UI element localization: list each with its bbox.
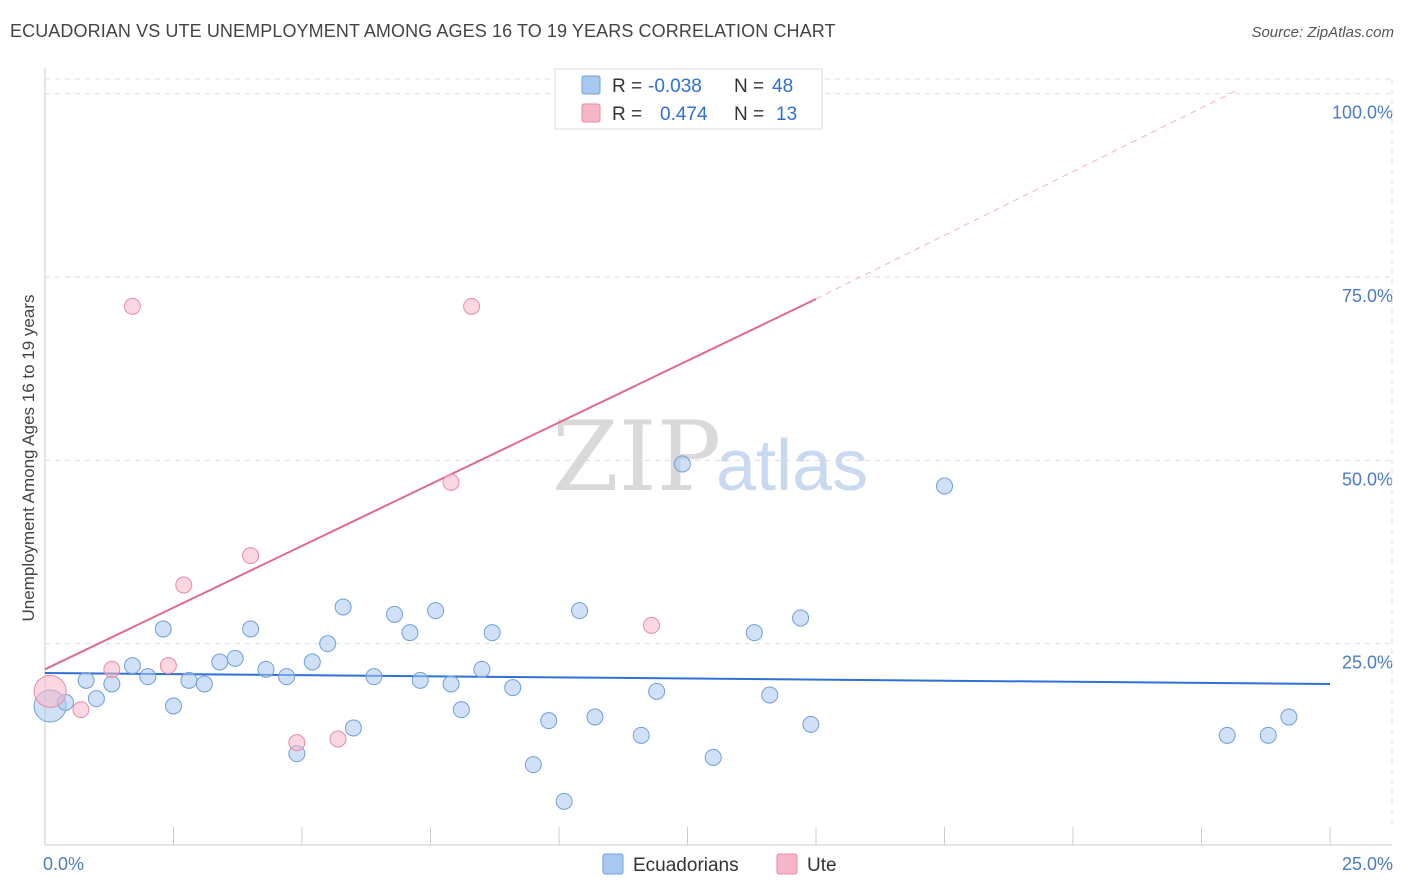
trendline-ecuadorians [44, 672, 1331, 685]
bottom-legend-ute: Ute [807, 855, 837, 876]
point-ecuadorians [123, 657, 141, 675]
point-ecuadorians [524, 756, 542, 774]
y-tick-label: 25.0% [1342, 653, 1393, 673]
series-legend: Ecuadorians Ute [602, 853, 837, 876]
point-ute [643, 616, 661, 634]
point-ecuadorians [87, 690, 105, 708]
point-ecuadorians [540, 712, 558, 730]
point-ecuadorians [473, 660, 491, 678]
point-ecuadorians [165, 697, 182, 715]
point-ecuadorians [1259, 726, 1277, 744]
x-tick-label-max: 25.0% [1342, 854, 1393, 874]
legend-r-value-2: 0.474 [660, 104, 708, 125]
point-ecuadorians [761, 686, 779, 704]
axis-layer: 0.0% 25.0% [43, 68, 1393, 874]
point-ecuadorians [180, 671, 198, 689]
point-ecuadorians [386, 605, 404, 623]
point-ecuadorians [411, 671, 429, 689]
bottom-legend-swatch-ecuadorians [602, 853, 624, 875]
trendline-ute [44, 298, 817, 671]
point-ecuadorians [77, 671, 95, 689]
point-ecuadorians [571, 602, 589, 620]
point-ecuadorians [936, 477, 953, 495]
legend-swatch-ecuadorians [581, 75, 601, 95]
x-tick-label-min: 0.0% [43, 854, 84, 874]
legend-r-label-2: R = [612, 104, 642, 125]
watermark-atlas: atlas [716, 426, 868, 506]
point-ute [72, 701, 90, 719]
point-ute [123, 297, 141, 315]
bottom-legend-swatch-ute [776, 853, 798, 875]
point-ecuadorians [632, 726, 650, 744]
point-ecuadorians [195, 675, 213, 693]
points-layer [33, 297, 1298, 810]
source-label: Source: ZipAtlas.com [1251, 24, 1394, 41]
point-ecuadorians [139, 668, 157, 686]
point-ute [463, 297, 481, 315]
point-ute [442, 473, 460, 491]
legend-r-label-1: R = [612, 76, 642, 97]
point-ecuadorians [257, 660, 275, 678]
watermark-zip: ZIP [552, 401, 721, 513]
point-ute [33, 674, 67, 708]
point-ecuadorians [648, 682, 666, 700]
point-ecuadorians [334, 598, 352, 616]
point-ecuadorians [1280, 708, 1298, 726]
point-ecuadorians [586, 708, 604, 726]
point-ecuadorians [802, 715, 820, 733]
trend-layer [44, 89, 1331, 685]
y-tick-label: 50.0% [1342, 469, 1393, 489]
point-ecuadorians [483, 624, 501, 642]
point-ecuadorians [442, 675, 460, 693]
point-ecuadorians [673, 455, 691, 473]
legend-n-label-1: N = [734, 76, 764, 97]
point-ute [159, 657, 177, 675]
grid-layer: 100.0% 75.0% 50.0% 25.0% [45, 78, 1393, 827]
legend-n-value-2: 13 [776, 104, 797, 125]
point-ecuadorians [319, 635, 337, 653]
legend-n-value-1: 48 [772, 76, 793, 97]
trendline-ute-extension [815, 89, 1238, 300]
legend-swatch-ute [581, 103, 601, 123]
watermark: ZIP atlas [552, 401, 868, 513]
point-ecuadorians [211, 653, 229, 671]
point-ecuadorians [792, 609, 810, 627]
point-ecuadorians [745, 624, 763, 642]
point-ecuadorians [704, 748, 722, 766]
point-ecuadorians [427, 602, 445, 620]
point-ute [329, 730, 347, 748]
point-ecuadorians [555, 792, 573, 810]
legend-r-value-1: -0.038 [648, 76, 702, 97]
chart-title: ECUADORIAN VS UTE UNEMPLOYMENT AMONG AGE… [10, 21, 836, 41]
y-tick-label: 100.0% [1332, 103, 1393, 123]
point-ecuadorians [278, 668, 296, 686]
y-axis-title: Unemployment Among Ages 16 to 19 years [19, 295, 38, 622]
bottom-legend-ecuadorians: Ecuadorians [633, 855, 739, 876]
point-ecuadorians [103, 675, 121, 693]
y-tick-label: 75.0% [1342, 286, 1393, 306]
point-ecuadorians [452, 701, 470, 719]
point-ute [103, 660, 121, 678]
point-ecuadorians [504, 679, 522, 697]
point-ute [175, 576, 193, 594]
point-ecuadorians [1218, 726, 1236, 744]
point-ecuadorians [303, 653, 321, 671]
point-ute [288, 734, 306, 752]
point-ecuadorians [154, 620, 172, 638]
point-ecuadorians [401, 624, 419, 642]
point-ecuadorians [365, 668, 383, 686]
point-ute [242, 547, 260, 565]
point-ecuadorians [242, 620, 260, 638]
point-ecuadorians [226, 649, 244, 667]
correlation-legend: R = -0.038 N = 48 R = 0.474 N = 13 [554, 68, 823, 130]
point-ecuadorians [344, 719, 362, 737]
legend-n-label-2: N = [734, 104, 764, 125]
